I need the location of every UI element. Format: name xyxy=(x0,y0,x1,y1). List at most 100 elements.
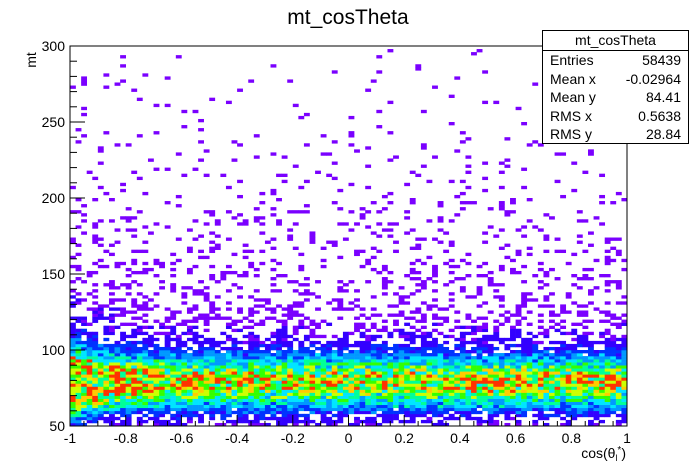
heatmap-cell xyxy=(337,359,344,363)
heatmap-cell xyxy=(142,404,149,409)
heatmap-cell xyxy=(209,389,216,393)
heatmap-cell xyxy=(136,368,143,372)
heatmap-cell xyxy=(209,353,216,357)
heatmap-cell xyxy=(565,395,572,399)
heatmap-cell xyxy=(565,359,572,363)
heatmap-cell xyxy=(131,404,138,409)
heatmap-cell xyxy=(114,389,121,393)
heatmap-cell xyxy=(471,325,477,330)
heatmap-cell xyxy=(493,283,500,287)
heatmap-cell xyxy=(70,334,76,339)
heatmap-cell xyxy=(448,392,455,396)
heatmap-cell xyxy=(287,386,294,390)
heatmap-cell xyxy=(97,386,104,390)
heatmap-cell xyxy=(549,365,555,369)
heatmap-cell xyxy=(387,100,394,105)
heatmap-cell xyxy=(242,243,249,247)
heatmap-cell xyxy=(287,365,294,369)
heatmap-cell xyxy=(142,191,149,196)
heatmap-cell xyxy=(576,313,583,317)
heatmap-cell xyxy=(482,401,489,406)
heatmap-cell xyxy=(276,380,282,384)
heatmap-cell xyxy=(198,401,204,406)
heatmap-cell xyxy=(259,353,266,357)
heatmap-cell xyxy=(142,325,149,330)
heatmap-cell xyxy=(387,304,394,308)
heatmap-cell xyxy=(615,286,622,290)
heatmap-cell xyxy=(281,173,288,178)
heatmap-cell xyxy=(443,395,450,399)
heatmap-cell xyxy=(287,383,294,387)
heatmap-cell xyxy=(136,392,143,396)
heatmap-cell xyxy=(181,109,188,114)
heatmap-cell xyxy=(532,401,539,406)
heatmap-cell xyxy=(287,401,294,406)
heatmap-cell xyxy=(337,350,344,354)
heatmap-cell xyxy=(276,219,282,223)
heatmap-cell xyxy=(354,322,360,326)
heatmap-cell xyxy=(220,353,227,357)
heatmap-cell xyxy=(147,158,154,162)
heatmap-cell xyxy=(281,383,288,387)
heatmap-cell xyxy=(604,346,611,351)
heatmap-cell xyxy=(298,383,305,387)
heatmap-cell xyxy=(498,304,505,308)
heatmap-cell xyxy=(465,359,472,363)
heatmap-cell xyxy=(615,325,622,330)
heatmap-cell xyxy=(476,346,483,351)
heatmap-cell xyxy=(599,274,606,278)
heatmap-cell xyxy=(220,371,227,375)
heatmap-cell xyxy=(448,94,455,98)
heatmap-cell xyxy=(354,328,360,333)
heatmap-cell xyxy=(303,377,310,381)
heatmap-cell xyxy=(493,422,500,427)
heatmap-cell xyxy=(309,377,316,381)
heatmap-cell xyxy=(253,350,260,354)
heatmap-cell xyxy=(493,368,500,372)
heatmap-cell xyxy=(348,389,355,393)
heatmap-cell xyxy=(192,356,199,360)
heatmap-cell xyxy=(108,401,115,406)
heatmap-cell xyxy=(131,301,138,305)
heatmap-cell xyxy=(170,356,177,360)
heatmap-cell xyxy=(365,353,372,357)
heatmap-cell xyxy=(393,383,399,387)
heatmap-cell xyxy=(498,389,505,393)
heatmap-cell xyxy=(543,386,550,390)
heatmap-cell xyxy=(181,389,188,393)
heatmap-cell xyxy=(432,337,438,342)
heatmap-cell xyxy=(209,362,216,366)
heatmap-cell xyxy=(170,310,177,314)
heatmap-cell xyxy=(588,353,594,357)
heatmap-cell xyxy=(610,201,617,205)
heatmap-cell xyxy=(454,395,461,399)
heatmap-cell xyxy=(103,374,110,378)
heatmap-cell xyxy=(348,374,355,378)
heatmap-cell xyxy=(203,383,210,387)
heatmap-cell xyxy=(365,164,372,168)
heatmap-cell xyxy=(532,389,539,393)
heatmap-cell xyxy=(459,346,466,351)
heatmap-cell xyxy=(482,100,489,105)
heatmap-cell xyxy=(354,416,360,421)
heatmap-cell xyxy=(532,350,539,354)
heatmap-cell xyxy=(370,401,377,406)
heatmap-cell xyxy=(70,185,76,190)
heatmap-cell xyxy=(348,331,355,336)
heatmap-cell xyxy=(537,319,544,323)
heatmap-cell xyxy=(153,353,160,357)
heatmap-cell xyxy=(114,353,121,357)
heatmap-cell xyxy=(198,128,204,132)
heatmap-cell xyxy=(409,310,416,314)
heatmap-cell xyxy=(120,380,126,384)
heatmap-cell xyxy=(248,331,255,336)
heatmap-cell xyxy=(504,416,511,421)
heatmap-cell xyxy=(588,149,594,153)
heatmap-cell xyxy=(175,383,182,387)
heatmap-cell xyxy=(476,353,483,357)
heatmap-cell xyxy=(170,283,177,287)
heatmap-cell xyxy=(298,319,305,323)
heatmap-cell xyxy=(426,407,433,412)
heatmap-cell xyxy=(376,362,383,366)
heatmap-cell xyxy=(571,161,578,165)
